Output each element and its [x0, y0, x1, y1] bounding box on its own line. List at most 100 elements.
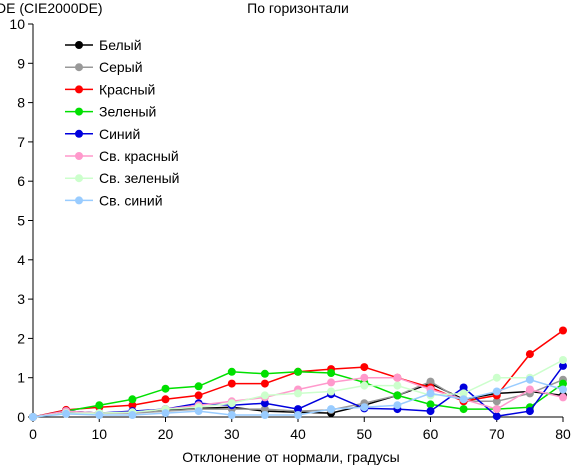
data-point	[360, 373, 369, 382]
y-tick-label: 7	[17, 134, 25, 150]
data-point	[459, 389, 468, 398]
y-tick-label: 1	[17, 370, 25, 386]
legend-label: Красный	[99, 81, 155, 97]
data-point	[29, 413, 37, 421]
legend-item: Св. синий	[65, 192, 163, 208]
legend-marker	[75, 63, 83, 72]
y-tick-label: 2	[17, 330, 25, 346]
series-layer	[29, 326, 567, 421]
legend-label: Белый	[99, 37, 142, 53]
legend-marker	[75, 85, 83, 94]
x-tick-label: 20	[158, 426, 174, 442]
data-point	[327, 405, 336, 414]
x-axis-label: Отклонение от нормали, градусы	[182, 449, 399, 465]
data-point	[559, 361, 567, 370]
legend-marker	[75, 129, 83, 138]
data-point	[62, 409, 71, 418]
data-point	[95, 401, 104, 410]
data-point	[95, 411, 104, 419]
x-tick-label: 30	[224, 426, 240, 442]
legend-item: Серый	[65, 59, 143, 75]
legend-item: Белый	[65, 37, 142, 53]
data-point	[426, 407, 435, 416]
data-point	[459, 395, 468, 404]
data-point	[393, 391, 402, 400]
legend-label: Серый	[99, 59, 143, 75]
data-point	[128, 401, 137, 410]
x-tick-label: 60	[423, 426, 439, 442]
data-point	[525, 375, 534, 384]
data-point	[492, 405, 501, 414]
legend-label: Св. зеленый	[99, 170, 179, 186]
series-8	[29, 375, 567, 421]
data-point	[360, 381, 369, 390]
legend-label: Св. красный	[99, 148, 179, 164]
data-point	[492, 373, 501, 382]
data-point	[161, 395, 170, 404]
legend-label: Зеленый	[99, 104, 156, 120]
y-tick-label: 0	[17, 409, 25, 425]
data-point	[294, 411, 302, 419]
y-tick-label: 8	[17, 95, 25, 111]
y-tick-label: 3	[17, 291, 25, 307]
data-point	[525, 350, 534, 359]
data-point	[559, 326, 567, 335]
data-point	[194, 391, 203, 400]
series-7	[29, 356, 567, 421]
data-point	[161, 409, 170, 418]
data-point	[360, 363, 369, 372]
data-point	[559, 379, 567, 388]
data-point	[294, 405, 302, 414]
legend-marker	[75, 41, 83, 49]
data-point	[393, 373, 402, 382]
data-point	[327, 378, 336, 387]
y-tick-label: 6	[17, 173, 25, 189]
data-point	[260, 369, 269, 378]
x-tick-label: 10	[91, 426, 107, 442]
legend-marker	[75, 174, 83, 183]
data-point	[194, 382, 203, 391]
y-axis-label: DE (CIE2000DE)	[0, 0, 103, 16]
x-tick-label: 50	[356, 426, 372, 442]
data-point	[294, 367, 302, 376]
legend-item: Св. красный	[65, 148, 179, 164]
legend-marker	[75, 107, 83, 116]
x-tick-label: 70	[489, 426, 505, 442]
data-point	[459, 383, 468, 392]
data-point	[559, 356, 567, 364]
data-point	[492, 397, 501, 406]
data-point	[260, 379, 269, 388]
data-point	[194, 407, 203, 416]
data-point	[227, 399, 236, 408]
data-point	[227, 367, 236, 376]
data-point	[128, 395, 137, 404]
data-point	[525, 385, 534, 394]
data-point	[525, 407, 534, 416]
legend-item: Синий	[65, 126, 140, 142]
x-tick-label: 80	[555, 426, 571, 442]
legend-label: Св. синий	[99, 192, 163, 208]
data-point	[327, 387, 336, 396]
data-point	[459, 405, 468, 414]
y-tick-label: 5	[17, 213, 25, 229]
y-tick-label: 9	[17, 55, 25, 71]
legend-marker	[75, 196, 83, 205]
data-point	[161, 384, 170, 393]
data-point	[426, 389, 435, 398]
data-point	[559, 393, 567, 402]
data-point	[492, 387, 501, 396]
data-point	[260, 411, 269, 419]
data-point	[128, 411, 137, 419]
data-point	[294, 389, 302, 398]
legend-label: Синий	[99, 126, 140, 142]
x-tick-label: 0	[29, 426, 37, 442]
legend-item: Зеленый	[65, 104, 156, 120]
data-point	[227, 379, 236, 388]
data-point	[393, 401, 402, 410]
data-point	[327, 369, 336, 377]
data-point	[360, 403, 369, 412]
data-point	[260, 399, 269, 408]
legend-item: Св. зеленый	[65, 170, 179, 186]
y-tick-label: 4	[17, 252, 25, 268]
